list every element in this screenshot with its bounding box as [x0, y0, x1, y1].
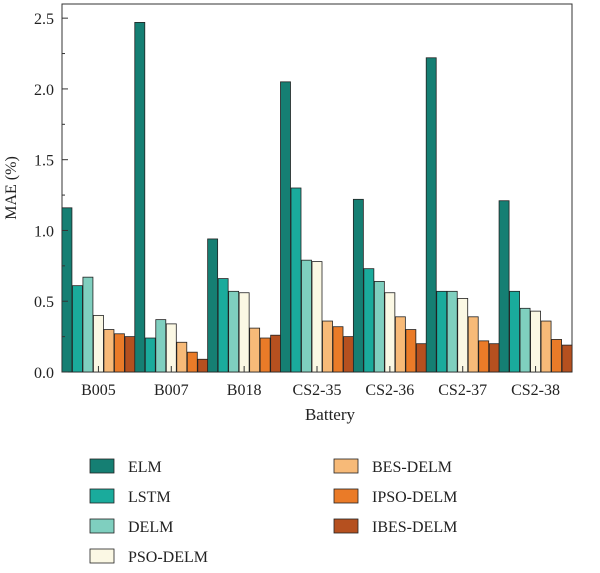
legend-swatch-ipso-delm: [333, 488, 359, 504]
x-tick-label: B007: [154, 382, 189, 399]
bar-ibes-delm-b018: [270, 334, 282, 373]
x-tick-label: CS2-35: [293, 382, 342, 399]
bar-elm-cs2-37: [425, 57, 437, 373]
bar-bes-delm-cs2-35: [322, 320, 333, 373]
legend: ELM LSTM DELM PSO-DELM BES-DELM IPSO-DELM IBES…: [89, 458, 457, 566]
bar-bes-delm-b018: [249, 327, 261, 373]
bar-delm-cs2-36: [373, 281, 385, 373]
legend-swatch-bes-delm: [333, 458, 359, 474]
bar-pso-delm-b018: [238, 292, 250, 373]
y-axis-label: MAE (%): [3, 156, 20, 220]
bar-elm-b018: [207, 238, 219, 373]
bar-delm-cs2-37: [446, 290, 458, 373]
bar-ipso-delm-cs2-36: [405, 329, 417, 373]
bar-ipso-delm-b018: [259, 337, 271, 373]
x-axis-label: Battery: [305, 405, 356, 424]
legend-swatch-lstm: [89, 488, 115, 504]
bar-ibes-delm-cs2-36: [415, 343, 427, 373]
x-tick-label: CS2-36: [365, 382, 414, 399]
bar-delm-b007: [155, 319, 167, 373]
x-tick-label: B005: [81, 382, 116, 399]
bar-lstm-b005: [72, 285, 83, 373]
bar-lstm-cs2-38: [509, 290, 520, 373]
ticks-layer: 0.0 0.5 1.0 1.5 2.0 2.5 B005 B007 B018 CS2-35 CS2-…: [34, 11, 560, 399]
bar-elm-cs2-38: [498, 200, 510, 373]
legend-swatch-pso-delm: [89, 548, 115, 564]
x-tick-label: CS2-37: [438, 382, 487, 399]
bar-pso-delm-b005: [93, 314, 104, 373]
bar-bes-delm-b005: [103, 329, 115, 373]
legend-label-delm: DELM: [128, 519, 173, 536]
bar-bes-delm-cs2-37: [467, 316, 479, 373]
bar-lstm-cs2-37: [436, 290, 448, 373]
bar-ibes-delm-cs2-38: [561, 344, 573, 373]
bar-ipso-delm-b007: [186, 351, 198, 373]
bar-ibes-delm-cs2-37: [488, 343, 500, 373]
bar-elm-b007: [134, 21, 146, 373]
y-tick-label: 0.0: [34, 365, 54, 382]
bar-pso-delm-cs2-35: [311, 261, 323, 373]
bar-lstm-b007: [144, 337, 156, 373]
bar-lstm-b018: [217, 278, 229, 373]
bar-bes-delm-cs2-36: [394, 316, 406, 373]
legend-label-ibes-delm: IBES-DELM: [372, 519, 457, 536]
y-tick-label: 1.0: [34, 223, 54, 240]
bar-delm-cs2-35: [301, 259, 312, 373]
y-tick-label: 2.0: [34, 82, 54, 99]
bar-elm-cs2-35: [280, 81, 291, 373]
bar-bes-delm-cs2-38: [540, 320, 552, 373]
bar-pso-delm-cs2-38: [530, 310, 541, 373]
y-tick-label: 1.5: [34, 153, 54, 170]
bar-lstm-cs2-35: [290, 187, 302, 373]
bar-ipso-delm-b005: [114, 333, 125, 373]
bar-bes-delm-b007: [176, 341, 188, 373]
x-tick-label: CS2-38: [511, 382, 560, 399]
legend-label-pso-delm: PSO-DELM: [128, 549, 208, 566]
bar-lstm-cs2-36: [363, 268, 375, 373]
bar-elm-b005: [61, 207, 73, 373]
y-tick-label: 2.5: [34, 11, 54, 28]
legend-label-elm: ELM: [128, 459, 162, 476]
bar-delm-cs2-38: [519, 307, 531, 373]
bars-layer: [61, 21, 573, 373]
y-tick-label: 0.5: [34, 294, 54, 311]
bar-ipso-delm-cs2-38: [551, 339, 562, 373]
bar-ibes-delm-b007: [197, 358, 209, 373]
bar-pso-delm-b007: [165, 323, 177, 373]
bar-delm-b018: [228, 290, 240, 373]
bar-pso-delm-cs2-36: [384, 292, 396, 373]
legend-label-ipso-delm: IPSO-DELM: [372, 489, 457, 506]
legend-swatch-ibes-delm: [333, 518, 359, 534]
bar-delm-b005: [82, 276, 94, 373]
bar-elm-cs2-36: [352, 198, 364, 373]
bar-pso-delm-cs2-37: [457, 297, 469, 373]
bar-ibes-delm-b005: [124, 336, 136, 373]
bar-ipso-delm-cs2-35: [332, 326, 344, 373]
legend-swatch-delm: [89, 518, 115, 534]
legend-label-lstm: LSTM: [128, 489, 171, 506]
bar-ipso-delm-cs2-37: [478, 340, 490, 373]
x-tick-label: B018: [227, 382, 262, 399]
legend-swatch-elm: [89, 458, 115, 474]
bar-ibes-delm-cs2-35: [343, 336, 354, 373]
legend-label-bes-delm: BES-DELM: [372, 459, 452, 476]
